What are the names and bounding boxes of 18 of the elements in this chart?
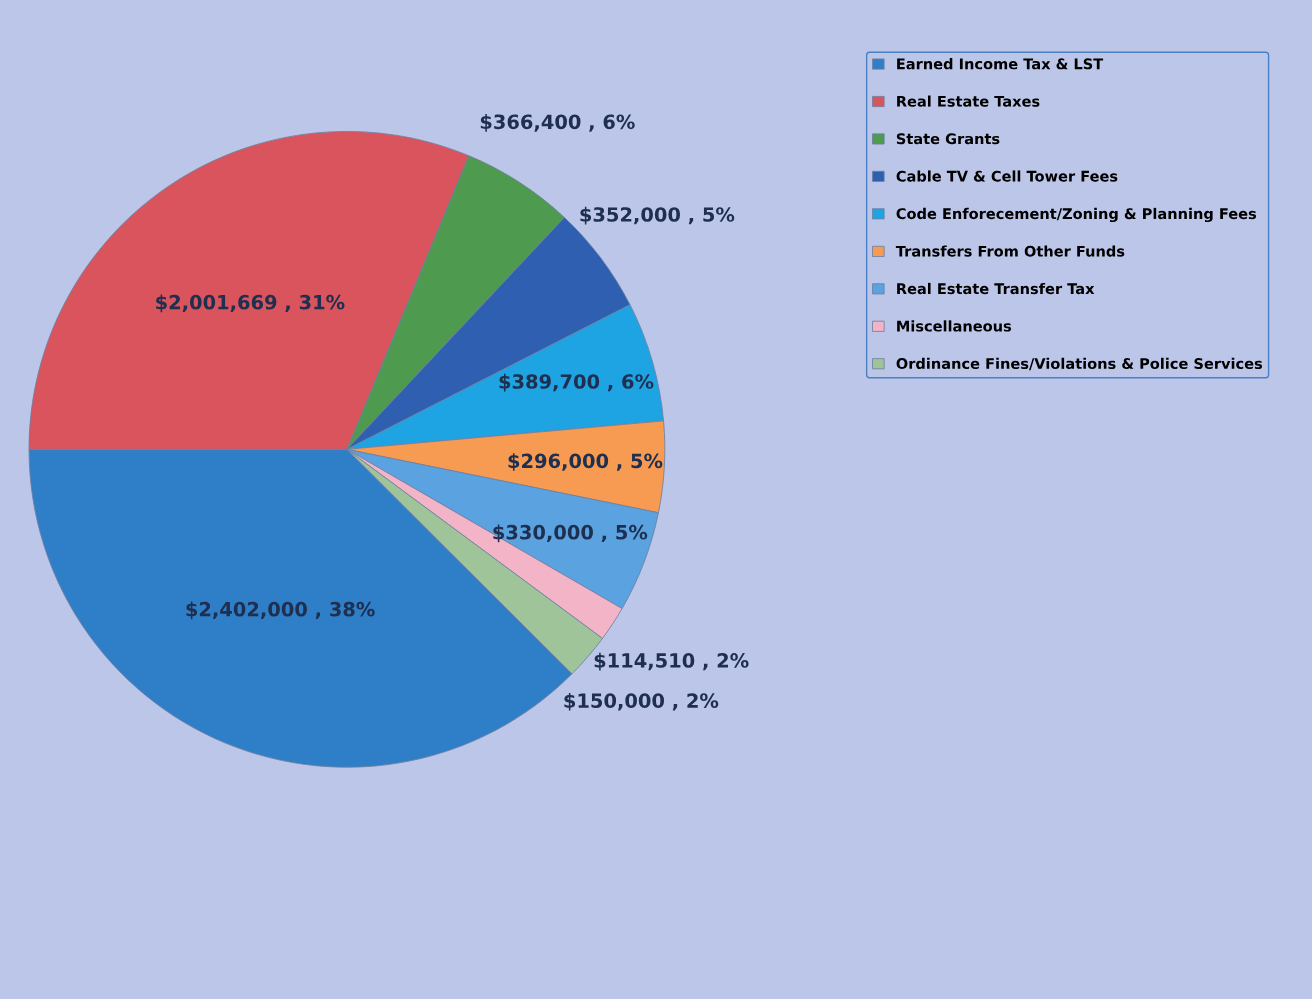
legend-label: Real Estate Taxes bbox=[897, 95, 1040, 107]
legend-label: Code Enforecement/Zoning & Planning Fees bbox=[896, 207, 1257, 223]
data-label: $330,000 , 5% bbox=[493, 524, 648, 543]
data-label: $150,000 , 2% bbox=[564, 692, 719, 711]
data-label: $389,700 , 6% bbox=[499, 373, 654, 392]
data-label: $2,001,669 , 31% bbox=[156, 294, 345, 313]
legend-label: Transfers From Other Funds bbox=[895, 245, 1125, 257]
legend-label: State Grants bbox=[896, 133, 1000, 145]
data-label: $366,400 , 6% bbox=[480, 114, 635, 132]
legend-label: Ordinance Fines/Violations & Police Services bbox=[896, 357, 1263, 371]
data-label: $2,402,000 , 38% bbox=[186, 601, 375, 620]
data-label: $114,510 , 2% bbox=[594, 652, 749, 671]
legend-label: Earned Income Tax & LST bbox=[897, 58, 1104, 70]
legend-label: Real Estate Transfer Tax bbox=[897, 282, 1095, 295]
data-label: $352,000 , 5% bbox=[580, 206, 735, 225]
data-label: $296,000 , 5% bbox=[508, 453, 663, 471]
legend-label: Cable TV & Cell Tower Fees bbox=[896, 170, 1118, 182]
legend-label: Miscellaneous bbox=[897, 320, 1012, 332]
